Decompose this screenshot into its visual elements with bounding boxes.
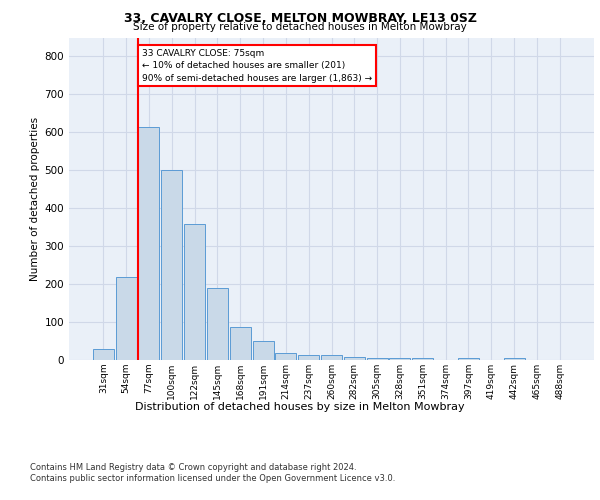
Bar <box>389 358 410 360</box>
Bar <box>344 357 365 360</box>
Bar <box>412 358 433 360</box>
Bar <box>503 358 524 360</box>
Bar <box>184 224 205 360</box>
Bar <box>93 348 114 360</box>
Bar <box>275 353 296 360</box>
Bar <box>321 355 342 360</box>
Bar <box>458 358 479 360</box>
Text: Contains HM Land Registry data © Crown copyright and database right 2024.: Contains HM Land Registry data © Crown c… <box>30 462 356 471</box>
Bar <box>139 126 160 360</box>
Y-axis label: Number of detached properties: Number of detached properties <box>31 116 40 281</box>
Bar <box>298 354 319 360</box>
Bar <box>116 276 137 360</box>
Bar <box>207 288 228 360</box>
Bar <box>161 170 182 360</box>
Bar <box>253 341 274 360</box>
Text: 33, CAVALRY CLOSE, MELTON MOWBRAY, LE13 0SZ: 33, CAVALRY CLOSE, MELTON MOWBRAY, LE13 … <box>124 12 476 26</box>
Text: 33 CAVALRY CLOSE: 75sqm
← 10% of detached houses are smaller (201)
90% of semi-d: 33 CAVALRY CLOSE: 75sqm ← 10% of detache… <box>142 49 372 83</box>
Bar <box>367 358 388 360</box>
Bar <box>230 326 251 360</box>
Text: Size of property relative to detached houses in Melton Mowbray: Size of property relative to detached ho… <box>133 22 467 32</box>
Text: Contains public sector information licensed under the Open Government Licence v3: Contains public sector information licen… <box>30 474 395 483</box>
Text: Distribution of detached houses by size in Melton Mowbray: Distribution of detached houses by size … <box>135 402 465 412</box>
